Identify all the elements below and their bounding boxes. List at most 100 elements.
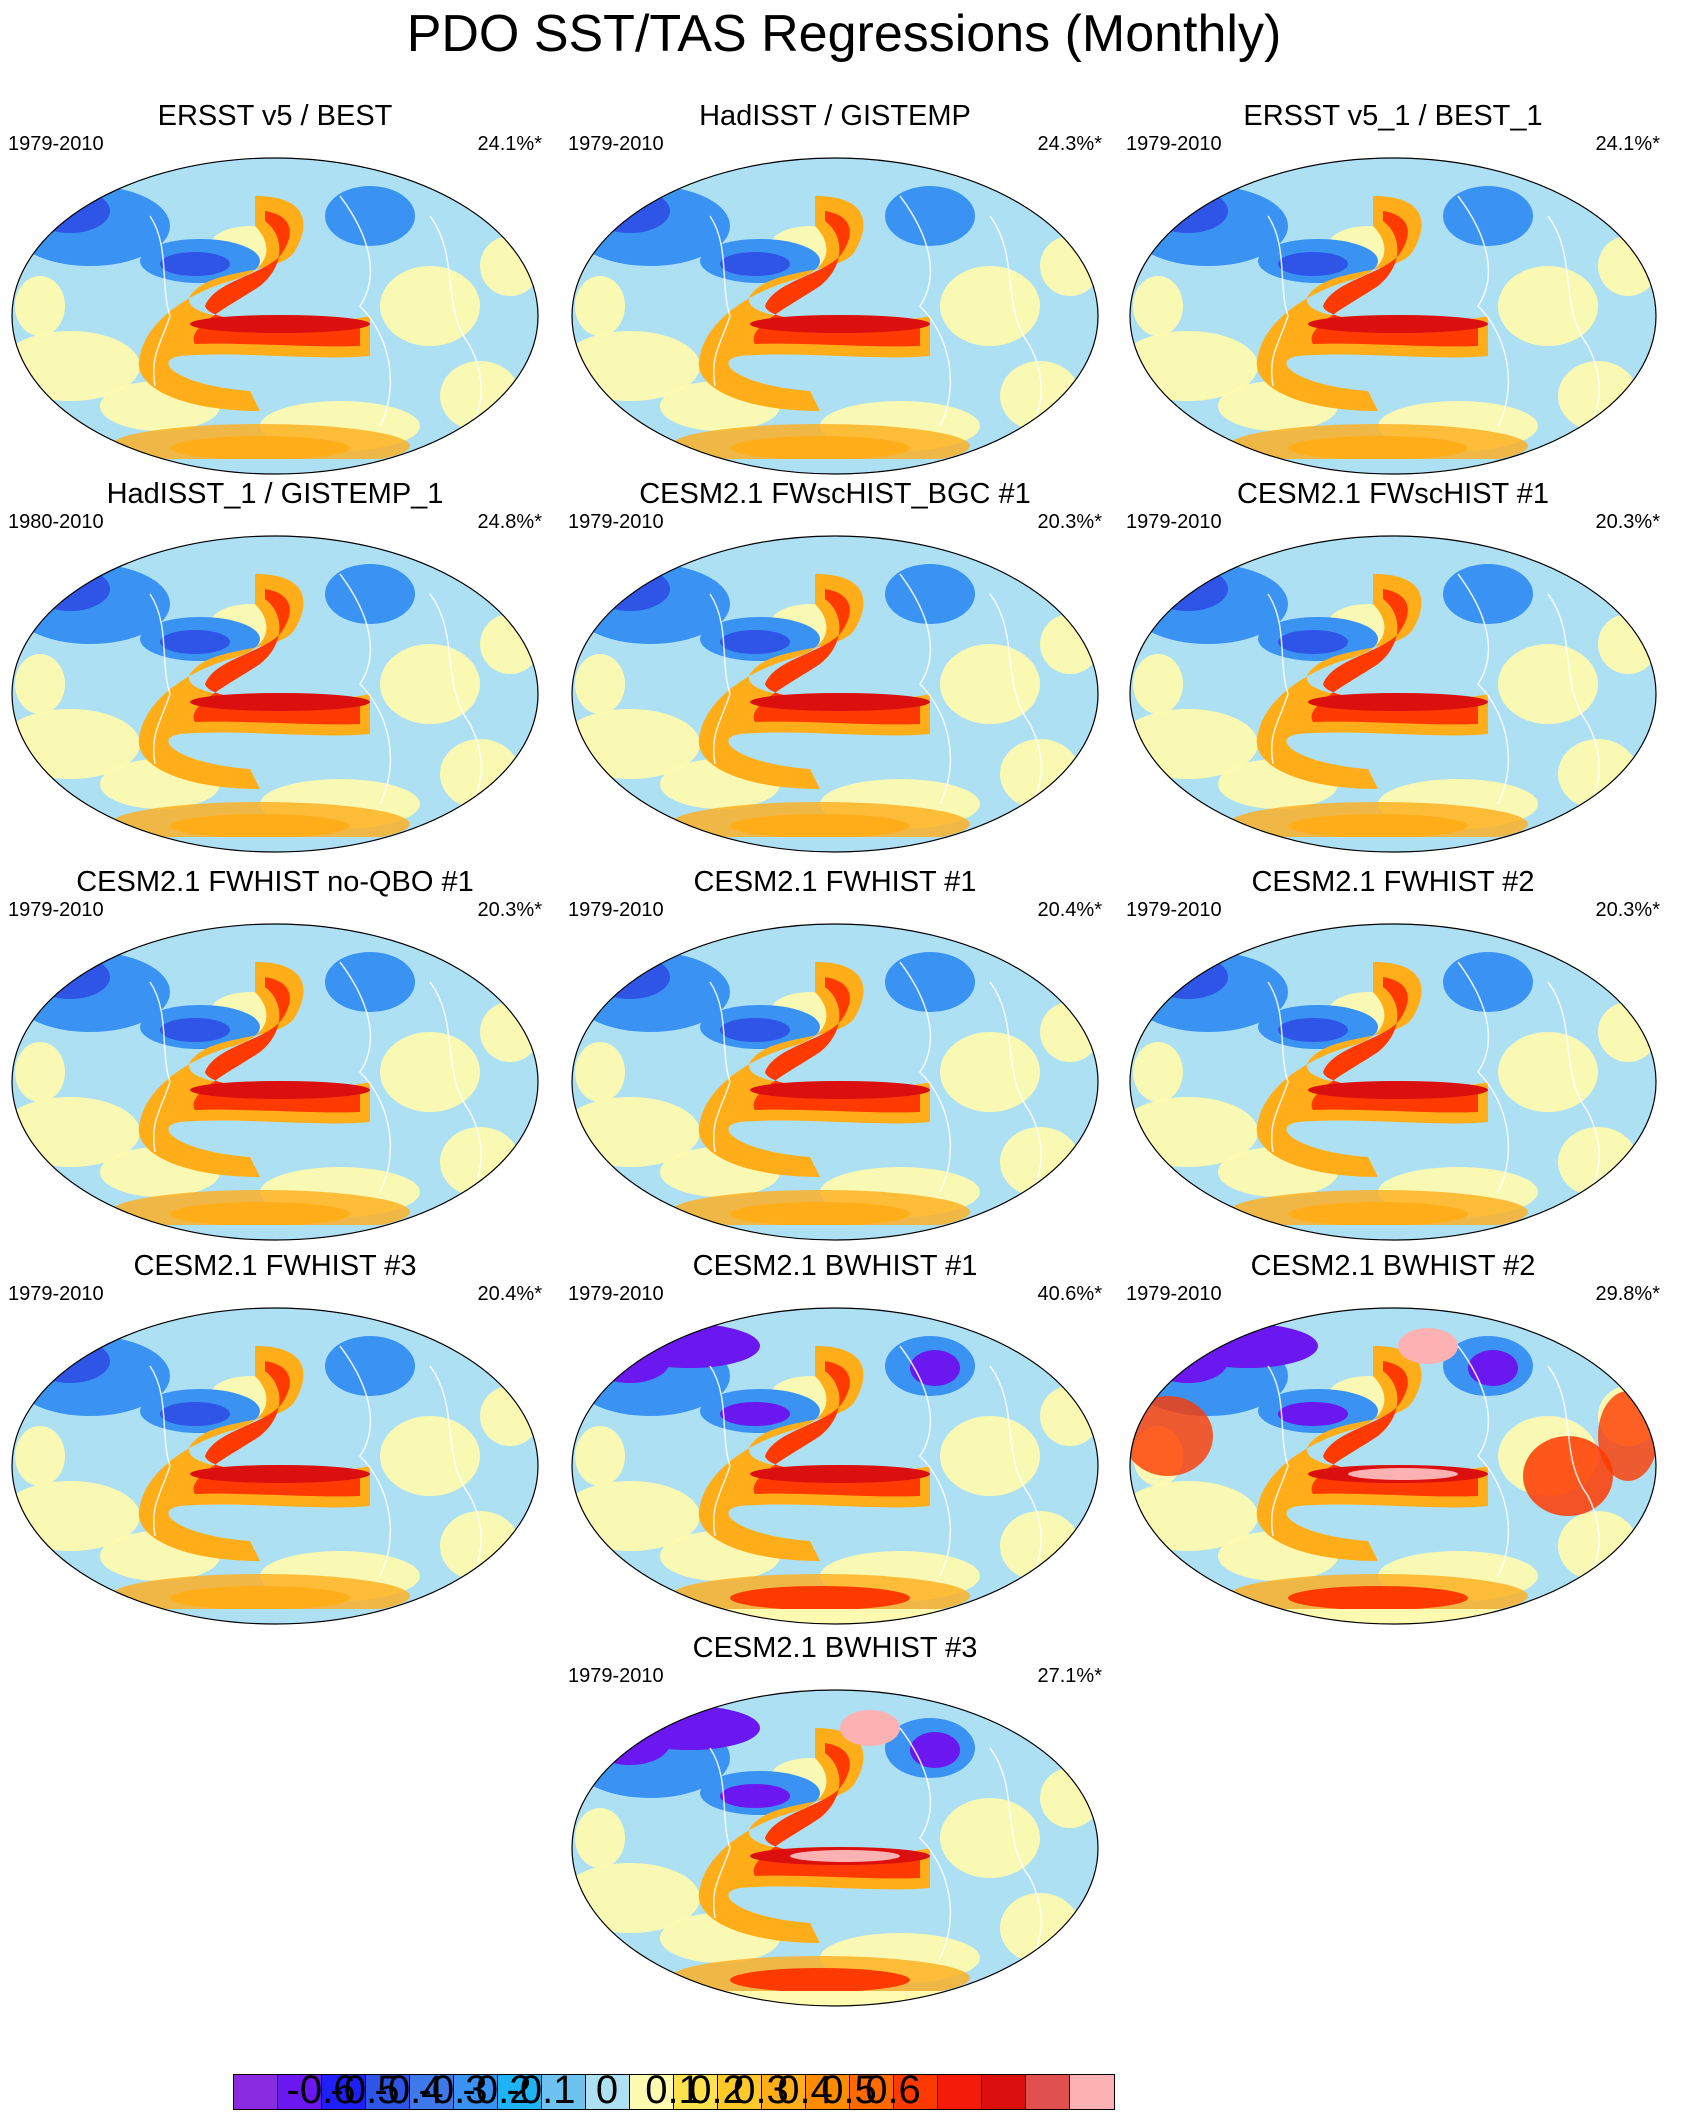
colorbar (233, 2074, 1115, 2110)
regression-map (1129, 1307, 1657, 1625)
map-panel: CESM2.1 FWscHIST_BGC #1 1979-2010 20.3%* (560, 478, 1110, 858)
panel-variance-percent: 20.3%* (477, 899, 543, 921)
colorbar-swatch (850, 2075, 894, 2109)
panel-period: 1979-2010 (8, 1283, 104, 1305)
colorbar-tick-label: -0.5 (330, 2068, 400, 2112)
regression-map (1129, 923, 1657, 1241)
panel-period: 1979-2010 (1126, 899, 1222, 921)
map-panel: CESM2.1 FWHIST #3 1979-2010 20.4%* (0, 1250, 550, 1630)
colorbar-swatch (454, 2075, 498, 2109)
colorbar-swatch (410, 2075, 454, 2109)
regression-map (571, 535, 1099, 853)
colorbar-swatch (366, 2075, 410, 2109)
map-outline (11, 1307, 539, 1625)
map-panel: HadISST / GISTEMP 1979-2010 24.3%* (560, 100, 1110, 480)
panel-period: 1979-2010 (568, 899, 664, 921)
colorbar-swatch (278, 2075, 322, 2109)
map-panel: CESM2.1 FWHIST no-QBO #1 1979-2010 20.3%* (0, 866, 550, 1246)
panel-title: CESM2.1 FWHIST no-QBO #1 (76, 866, 474, 898)
colorbar-tick-label: 0.3 (733, 2068, 789, 2112)
colorbar-tick-label: -0.3 (418, 2068, 488, 2112)
panel-variance-percent: 20.4%* (477, 1283, 543, 1305)
panel-variance-percent: 20.3%* (1595, 511, 1661, 533)
panel-variance-percent: 20.3%* (1037, 511, 1103, 533)
map-outline (11, 157, 539, 475)
panel-period: 1979-2010 (1126, 511, 1222, 533)
colorbar-tick-label: -0.2 (462, 2068, 532, 2112)
map-field (12, 536, 538, 852)
colorbar-swatch (762, 2075, 806, 2109)
panel-title: CESM2.1 FWHIST #1 (693, 866, 977, 898)
figure-title: PDO SST/TAS Regressions (Monthly) (406, 5, 1282, 63)
colorbar-swatch (586, 2075, 630, 2109)
map-panel: CESM2.1 FWHIST #1 1979-2010 20.4%* (560, 866, 1110, 1246)
map-outline (1129, 1307, 1657, 1625)
colorbar-swatch (630, 2075, 674, 2109)
map-outline (571, 1689, 1099, 2007)
panel-variance-percent: 24.1%* (1595, 133, 1661, 155)
map-panel: CESM2.1 BWHIST #3 1979-2010 27.1%* (560, 1632, 1110, 2012)
regression-map (1129, 157, 1657, 475)
panel-period: 1979-2010 (8, 133, 104, 155)
map-field (1130, 536, 1656, 852)
panel-period: 1979-2010 (8, 899, 104, 921)
map-outline (571, 535, 1099, 853)
colorbar-tick-label: 0.2 (689, 2068, 745, 2112)
colorbar-swatch (498, 2075, 542, 2109)
regression-map (571, 923, 1099, 1241)
regression-map (11, 157, 539, 475)
map-panel: ERSST v5 / BEST 1979-2010 24.1%* (0, 100, 550, 480)
panel-variance-percent: 27.1%* (1037, 1665, 1103, 1687)
panel-period: 1980-2010 (8, 511, 104, 533)
colorbar-swatch (542, 2075, 586, 2109)
map-outline (1129, 157, 1657, 475)
regression-map (571, 1689, 1099, 2007)
regression-map (11, 535, 539, 853)
map-field (572, 536, 1098, 852)
regression-map (571, 1307, 1099, 1625)
map-outline (1129, 535, 1657, 853)
panel-variance-percent: 20.3%* (1595, 899, 1661, 921)
colorbar-tick-label: -0.6 (286, 2068, 356, 2112)
panel-period: 1979-2010 (1126, 133, 1222, 155)
map-outline (571, 1307, 1099, 1625)
colorbar-swatch (674, 2075, 718, 2109)
colorbar-tick-label: 0.6 (865, 2068, 921, 2112)
map-field (12, 158, 538, 474)
panel-title: CESM2.1 FWHIST #3 (133, 1250, 417, 1282)
panel-period: 1979-2010 (568, 133, 664, 155)
colorbar-swatch (938, 2075, 982, 2109)
colorbar-tick-label: -0.4 (374, 2068, 444, 2112)
panel-variance-percent: 40.6%* (1037, 1283, 1103, 1305)
map-panel: ERSST v5_1 / BEST_1 1979-2010 24.1%* (1118, 100, 1668, 480)
map-panel: CESM2.1 FWscHIST #1 1979-2010 20.3%* (1118, 478, 1668, 858)
map-field (572, 1690, 1098, 2006)
panel-title: HadISST_1 / GISTEMP_1 (106, 478, 444, 510)
map-panel: CESM2.1 FWHIST #2 1979-2010 20.3%* (1118, 866, 1668, 1246)
map-panel: CESM2.1 BWHIST #2 1979-2010 29.8%* (1118, 1250, 1668, 1630)
panel-title: CESM2.1 FWscHIST #1 (1236, 478, 1550, 510)
panel-title: HadISST / GISTEMP (699, 100, 971, 132)
panel-period: 1979-2010 (1126, 1283, 1222, 1305)
colorbar-tick-label: -0.1 (506, 2068, 576, 2112)
map-outline (571, 157, 1099, 475)
map-panel: CESM2.1 BWHIST #1 1979-2010 40.6%* (560, 1250, 1110, 1630)
colorbar-swatch (1026, 2075, 1070, 2109)
panel-title: CESM2.1 FWHIST #2 (1251, 866, 1535, 898)
panel-title: ERSST v5 / BEST (157, 100, 393, 132)
map-field (1130, 924, 1656, 1240)
map-panel: HadISST_1 / GISTEMP_1 1980-2010 24.8%* (0, 478, 550, 858)
regression-map (11, 1307, 539, 1625)
panel-variance-percent: 24.3%* (1037, 133, 1103, 155)
colorbar-swatch (894, 2075, 938, 2109)
colorbar-tick-label: 0 (595, 2068, 619, 2112)
panel-period: 1979-2010 (568, 1665, 664, 1687)
panel-title: CESM2.1 BWHIST #3 (692, 1632, 978, 1664)
colorbar-swatch (1070, 2075, 1114, 2109)
panel-title: CESM2.1 BWHIST #1 (692, 1250, 978, 1282)
panel-variance-percent: 24.8%* (477, 511, 543, 533)
panel-title: CESM2.1 BWHIST #2 (1250, 1250, 1536, 1282)
colorbar-swatch (718, 2075, 762, 2109)
regression-map (11, 923, 539, 1241)
panel-variance-percent: 29.8%* (1595, 1283, 1661, 1305)
